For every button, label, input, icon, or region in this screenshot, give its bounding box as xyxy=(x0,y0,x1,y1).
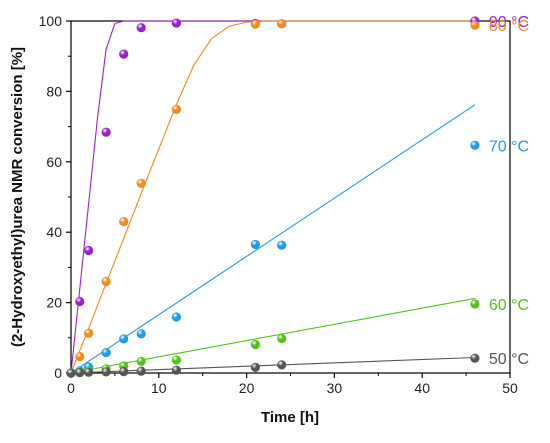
series-label: 70 °C xyxy=(489,138,529,155)
fit-line xyxy=(70,20,475,374)
data-point xyxy=(277,360,287,370)
series-label: 60 °C xyxy=(489,297,529,314)
data-point xyxy=(101,348,111,358)
data-point xyxy=(171,18,181,28)
series-labels: 90 °C80 °C 70 °C 60 °C 50 °C xyxy=(489,14,529,368)
data-points xyxy=(66,16,480,378)
y-axis-title: (2-Hydroxyethyl)urea NMR conversion [%] xyxy=(9,47,26,347)
data-point xyxy=(250,19,260,29)
data-point xyxy=(66,368,76,378)
fit-line xyxy=(70,297,475,374)
data-point xyxy=(75,296,85,307)
data-point xyxy=(136,23,146,33)
plot-frame xyxy=(70,20,511,374)
x-tick-label: 50 xyxy=(502,380,518,396)
data-point xyxy=(136,356,146,367)
fit-line xyxy=(70,356,475,374)
y-tick-label: 60 xyxy=(46,154,62,170)
x-tick-label: 0 xyxy=(67,380,75,396)
y-tick-label: 0 xyxy=(54,365,62,381)
data-point xyxy=(101,276,111,287)
data-point xyxy=(136,329,146,339)
y-tick-label: 80 xyxy=(46,83,62,99)
data-point xyxy=(470,353,480,363)
data-point xyxy=(75,351,85,362)
data-point xyxy=(119,217,129,227)
data-point xyxy=(171,104,181,114)
data-point xyxy=(83,367,94,377)
data-point xyxy=(119,49,129,59)
y-tick-label: 40 xyxy=(46,224,62,240)
data-point xyxy=(250,362,260,373)
data-point xyxy=(250,339,260,350)
x-axis-title: Time [h] xyxy=(261,409,319,426)
data-point xyxy=(136,366,146,376)
data-point xyxy=(470,299,480,309)
series-label: 50 °C xyxy=(489,351,529,368)
y-tick-label: 20 xyxy=(46,295,62,311)
x-tick-label: 40 xyxy=(414,380,430,396)
x-tick-label: 10 xyxy=(151,380,167,396)
y-tick-label: 100 xyxy=(39,13,63,29)
fit-line xyxy=(70,104,476,374)
data-point xyxy=(101,367,111,377)
data-point xyxy=(470,140,480,150)
axes: 0 10 20 30 40 50 0 20 40 60 80 100 xyxy=(39,13,518,396)
data-point xyxy=(101,127,111,137)
series-label: 80 °C xyxy=(489,18,529,35)
data-point xyxy=(171,365,181,375)
data-point xyxy=(75,368,85,378)
data-point xyxy=(277,240,287,250)
data-point xyxy=(83,245,94,256)
x-tick-label: 20 xyxy=(239,380,255,396)
data-point xyxy=(470,20,480,30)
fit-line xyxy=(70,20,475,374)
series-label: 90 °C xyxy=(489,14,529,31)
x-tick-label: 30 xyxy=(327,380,343,396)
data-point xyxy=(136,178,146,188)
data-point xyxy=(277,333,287,344)
data-point xyxy=(171,355,181,365)
data-point xyxy=(277,19,287,29)
data-point xyxy=(250,239,260,250)
data-point xyxy=(83,328,94,338)
fit-lines xyxy=(70,20,476,374)
data-point xyxy=(119,367,129,377)
data-point xyxy=(119,334,129,344)
data-point xyxy=(171,312,181,322)
